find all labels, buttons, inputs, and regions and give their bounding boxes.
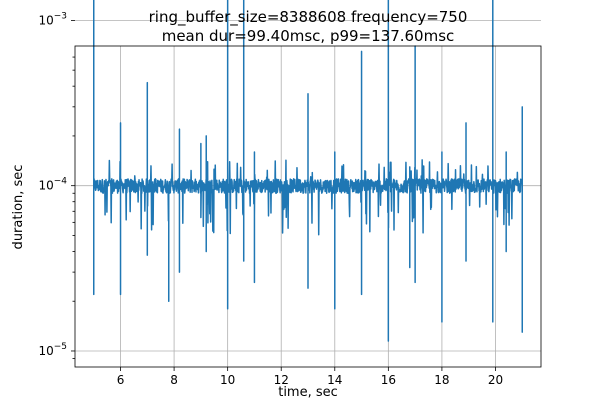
- chart-subtitle: mean dur=99.40msc, p99=137.60msc: [162, 27, 455, 45]
- x-tick-label: 12: [274, 373, 289, 387]
- series-line: [93, 0, 523, 342]
- x-tick-label: 20: [488, 373, 503, 387]
- y-tick-exponent: −3: [54, 11, 67, 21]
- chart-title: ring_buffer_size=8388608 frequency=750: [149, 8, 468, 27]
- y-tick-base: 10: [38, 344, 53, 358]
- y-tick-base: 10: [38, 179, 53, 193]
- y-tick-exponent: −5: [54, 342, 67, 352]
- y-tick-label: 10−3: [38, 11, 67, 27]
- series-layer: [93, 0, 523, 342]
- x-axis: 6 8 10 12 14 16 18 20: [117, 367, 503, 387]
- y-tick-exponent: −4: [54, 177, 68, 187]
- x-tick-label: 8: [170, 373, 178, 387]
- x-tick-label: 14: [327, 373, 342, 387]
- plot-frame: [74, 45, 542, 368]
- y-axis: 10−510−410−3: [38, 11, 75, 359]
- x-tick-label: 18: [434, 373, 449, 387]
- y-axis-label: duration, sec: [11, 165, 26, 250]
- x-axis-label: time, sec: [278, 385, 338, 400]
- x-tick-label: 16: [381, 373, 396, 387]
- x-tick-label: 6: [117, 373, 125, 387]
- x-tick-label: 10: [220, 373, 235, 387]
- y-tick-base: 10: [38, 13, 53, 27]
- y-tick-label: 10−4: [38, 177, 67, 193]
- y-tick-label: 10−5: [38, 342, 67, 358]
